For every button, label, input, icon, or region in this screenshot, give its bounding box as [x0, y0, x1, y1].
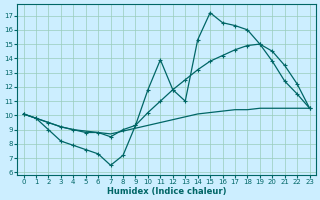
X-axis label: Humidex (Indice chaleur): Humidex (Indice chaleur) — [107, 187, 226, 196]
